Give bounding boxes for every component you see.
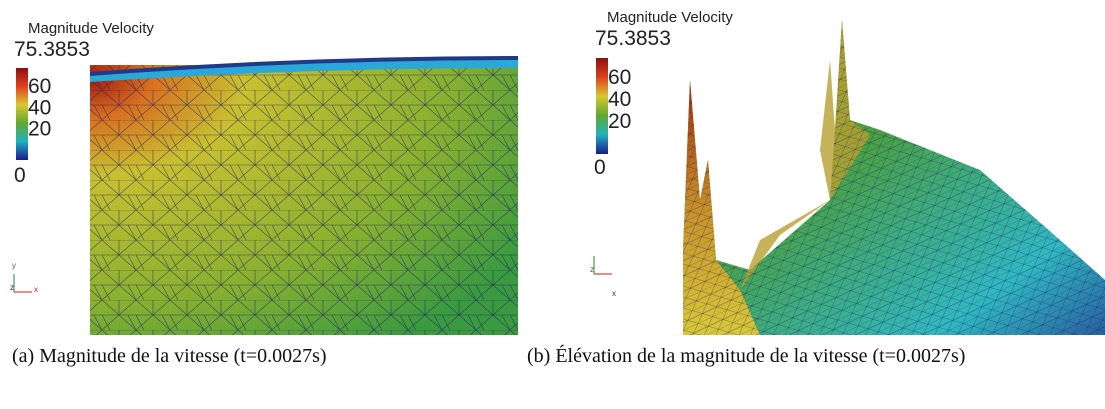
colorbar bbox=[596, 58, 608, 154]
caption-a: (a) Magnitude de la vitesse (t=0.0027s) bbox=[12, 343, 512, 369]
axis-label: x bbox=[34, 285, 38, 294]
caption-label: (b) bbox=[527, 345, 551, 367]
axis-label: y bbox=[12, 261, 16, 270]
caption-b: (b) Élévation de la magnitude de la vite… bbox=[527, 343, 1102, 369]
axis-label: x bbox=[612, 289, 616, 298]
legend-tick: 40 bbox=[28, 96, 51, 119]
legend-tick: 20 bbox=[28, 117, 51, 140]
colorbar bbox=[16, 68, 28, 160]
legend-tick: 0 bbox=[14, 164, 26, 187]
render-a bbox=[90, 56, 518, 335]
legend-max: 75.3853 bbox=[595, 27, 671, 50]
axis-label: z bbox=[10, 283, 14, 292]
legend-tick: 20 bbox=[608, 110, 631, 133]
axis-label: z bbox=[590, 265, 594, 274]
legend-tick: 40 bbox=[608, 88, 631, 111]
legend-title: Magnitude Velocity bbox=[607, 9, 733, 26]
legend-tick: 60 bbox=[608, 66, 631, 89]
legend-tick: 60 bbox=[28, 75, 51, 98]
caption-text: Élévation de la magnitude de la vitesse … bbox=[555, 345, 966, 367]
legend-title: Magnitude Velocity bbox=[28, 20, 154, 37]
caption-text: Magnitude de la vitesse (t=0.0027s) bbox=[39, 345, 327, 367]
legend-tick: 0 bbox=[594, 156, 606, 179]
legend-max: 75.3853 bbox=[14, 38, 90, 61]
render-b bbox=[683, 20, 1105, 335]
caption-label: (a) bbox=[12, 345, 35, 367]
